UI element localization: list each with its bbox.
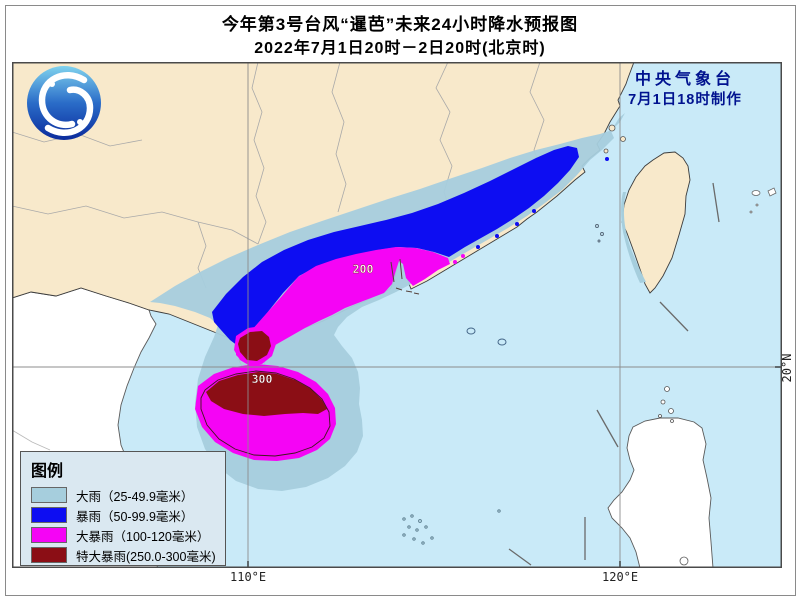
fujian-islets <box>603 124 626 154</box>
rain-amount-200-label: 200 <box>353 262 374 276</box>
penghu-islets <box>595 224 604 243</box>
rain-area-severe <box>236 247 450 360</box>
axis-label-120e: 120°E <box>602 570 639 584</box>
legend-label-extreme-rainstorm: 特大暴雨(250.0-300毫米) <box>76 549 216 564</box>
legend-swatch-rainstorm <box>31 507 67 523</box>
leizhou-rain-extreme <box>238 331 271 361</box>
laos-border <box>11 429 51 451</box>
luzon-islet <box>679 556 689 566</box>
legend-row-extreme-rainstorm: 特大暴雨(250.0-300毫米) <box>31 545 219 565</box>
legend-swatch-extreme-rainstorm <box>31 547 67 563</box>
pearl-estuary <box>390 258 420 295</box>
gridlines <box>12 62 782 568</box>
hainan-rain-extreme <box>206 372 327 416</box>
batanes-islets <box>658 386 674 423</box>
legend-swatch-severe-rainstorm <box>31 527 67 543</box>
axis-label-110e: 110°E <box>230 570 267 584</box>
legend-row-severe-rainstorm: 大暴雨（100-120毫米） <box>31 525 219 545</box>
rain-amount-300-label: 300 <box>252 372 273 386</box>
legend-swatch-heavy-rain <box>31 487 67 503</box>
agency-issue-time: 7月1日18时制作 <box>628 92 742 108</box>
agency-name: 中央气象台 <box>634 71 735 88</box>
paracel-islets <box>402 509 501 545</box>
pratas-reefs <box>466 327 507 346</box>
cma-logo-icon <box>27 66 101 140</box>
legend-label-severe-rainstorm: 大暴雨（100-120毫米） <box>76 529 210 544</box>
legend-title: 图例 <box>31 463 64 480</box>
legend-panel: 图例 大雨（25-49.9毫米） 暴雨（50-99.9毫米） 大暴雨（100-1… <box>20 451 226 566</box>
rain-area-storm <box>212 146 579 346</box>
ryukyu-islets <box>749 187 777 214</box>
page-title: 今年第3号台风“暹芭”未来24小时降水预报图 <box>221 15 579 34</box>
map-frame <box>12 62 782 568</box>
rain-area-taiwan <box>621 192 646 283</box>
legend-row-rainstorm: 暴雨（50-99.9毫米） <box>31 505 219 525</box>
taiwan-land <box>621 151 691 294</box>
axis-label-20n: 20°N <box>780 353 794 383</box>
legend-label-rainstorm: 暴雨（50-99.9毫米） <box>76 509 194 524</box>
agency-credit: 中央气象台 7月1日18时制作 <box>585 70 785 110</box>
rain-severe-islets <box>453 254 465 264</box>
page-subtitle: 2022年7月1日20时－2日20时(北京时) <box>254 40 546 57</box>
hainan-island-outline <box>200 370 331 457</box>
legend-label-heavy-rain: 大雨（25-49.9毫米） <box>76 489 194 504</box>
legend-row-heavy-rain: 大雨（25-49.9毫米） <box>31 485 219 505</box>
sea-boundary-dashes <box>508 182 720 566</box>
rain-storm-islets <box>476 157 609 249</box>
